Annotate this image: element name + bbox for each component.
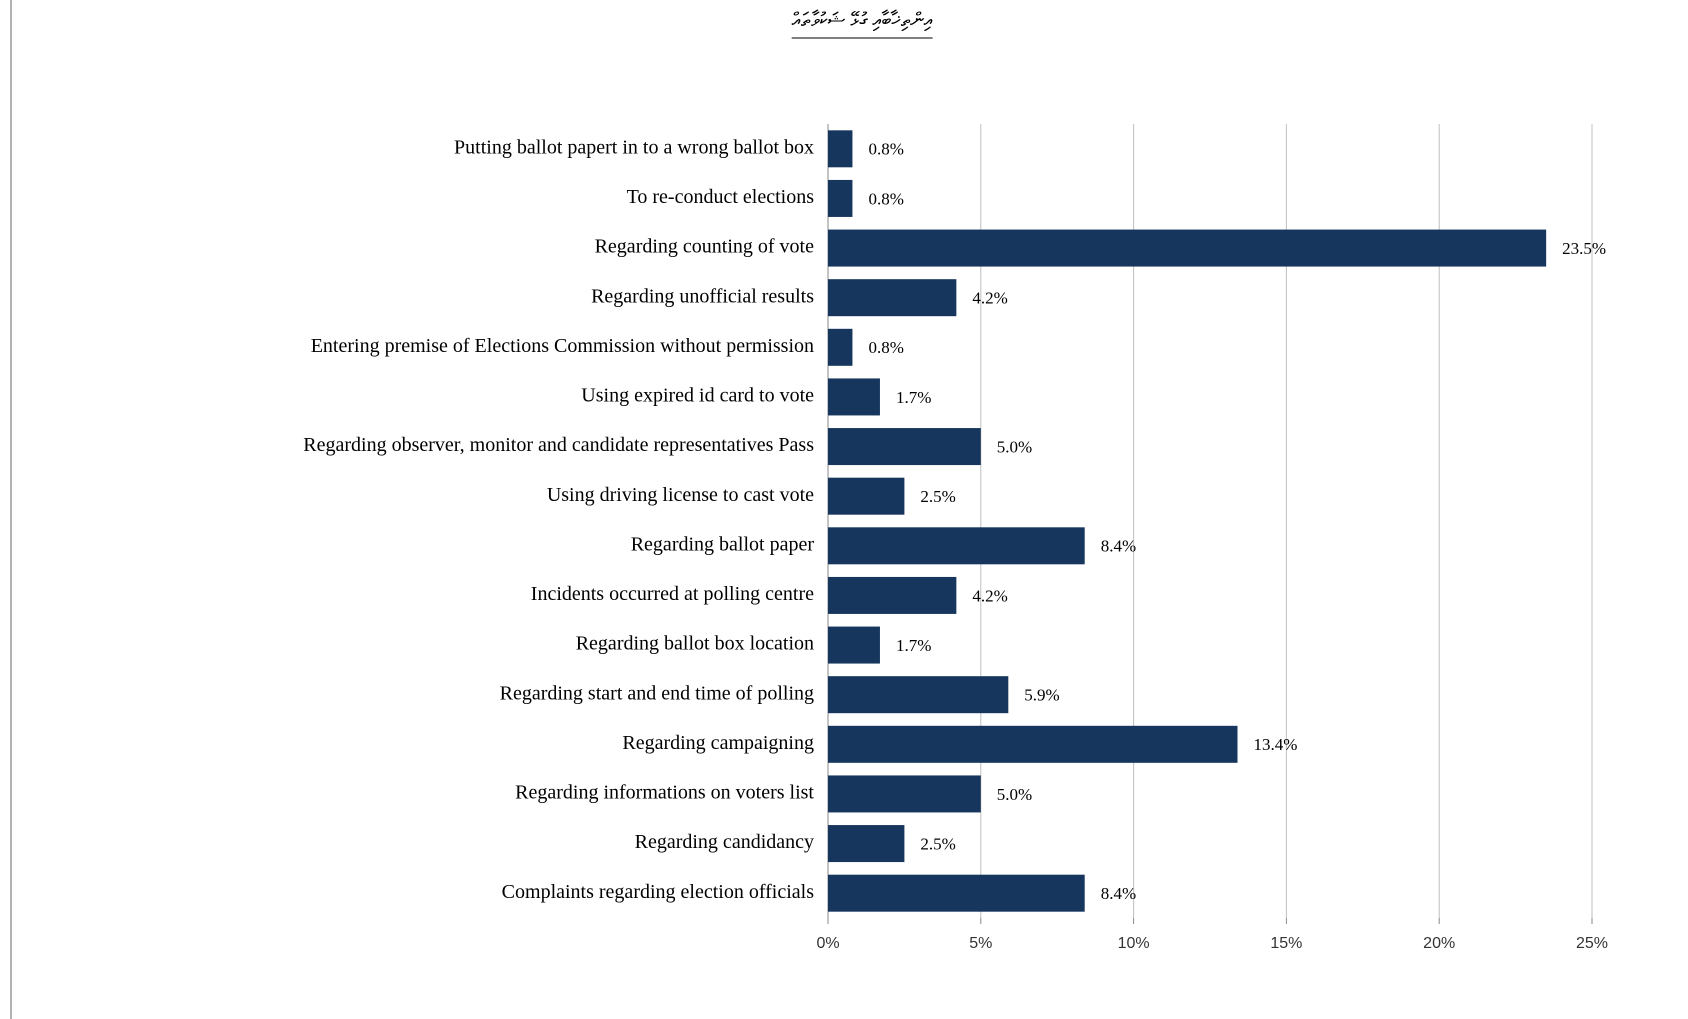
value-label: 13.4% xyxy=(1254,735,1298,754)
value-label: 2.5% xyxy=(920,487,955,506)
x-tick-label: 5% xyxy=(969,935,992,952)
y-tick-label: Using expired id card to vote xyxy=(581,385,814,407)
bar xyxy=(828,130,853,168)
value-label: 2.5% xyxy=(920,834,955,853)
value-label: 0.8% xyxy=(868,189,903,208)
bar xyxy=(828,676,1009,714)
bar xyxy=(828,279,957,317)
value-label: 5.0% xyxy=(997,437,1032,456)
y-tick-label: Entering premise of Elections Commission… xyxy=(311,335,814,357)
value-label: 23.5% xyxy=(1562,239,1606,258)
y-tick-label: Incidents occurred at polling centre xyxy=(531,583,814,605)
bar xyxy=(828,477,905,515)
bar xyxy=(828,775,981,813)
y-tick-label: Regarding ballot paper xyxy=(631,533,815,555)
x-tick-label: 20% xyxy=(1423,935,1455,952)
value-label: 1.7% xyxy=(896,636,931,655)
y-tick-label: Putting ballot papert in to a wrong ball… xyxy=(454,136,814,158)
value-label: 0.8% xyxy=(868,338,903,357)
bar xyxy=(828,725,1238,763)
x-tick-label: 25% xyxy=(1576,935,1608,952)
x-tick-label: 0% xyxy=(816,935,839,952)
bar xyxy=(828,626,880,664)
chart-title: އިންތިޚާބާއި ގުޅޭ ޝަކުވާތައް xyxy=(792,10,933,32)
y-tick-label: Regarding candidancy xyxy=(635,831,814,853)
value-label: 8.4% xyxy=(1101,884,1136,903)
y-tick-label: Regarding observer, monitor and candidat… xyxy=(303,434,814,456)
bar xyxy=(828,229,1547,267)
bar xyxy=(828,874,1085,912)
y-tick-label: To re-conduct elections xyxy=(627,186,815,208)
y-tick-label: Regarding unofficial results xyxy=(591,285,814,307)
y-tick-label: Regarding informations on voters list xyxy=(515,782,814,804)
value-label: 4.2% xyxy=(972,289,1007,308)
value-label: 8.4% xyxy=(1101,537,1136,556)
y-tick-label: Complaints regarding election officials xyxy=(502,881,815,903)
bar xyxy=(828,179,853,217)
y-tick-label: Regarding counting of vote xyxy=(595,236,815,258)
y-tick-label: Regarding start and end time of polling xyxy=(500,682,814,704)
bar xyxy=(828,378,880,416)
value-label: 4.2% xyxy=(972,586,1007,605)
bar xyxy=(828,576,957,614)
bar xyxy=(828,527,1085,565)
x-tick-label: 10% xyxy=(1118,935,1150,952)
bar xyxy=(828,328,853,366)
value-label: 5.0% xyxy=(997,785,1032,804)
x-tick-label: 15% xyxy=(1270,935,1302,952)
y-tick-label: Using driving license to cast vote xyxy=(547,484,814,506)
y-tick-label: Regarding campaigning xyxy=(622,732,814,754)
value-label: 1.7% xyxy=(896,388,931,407)
bar xyxy=(828,825,905,863)
y-tick-label: Regarding ballot box location xyxy=(576,633,814,655)
value-label: 5.9% xyxy=(1024,686,1059,705)
value-label: 0.8% xyxy=(868,140,903,159)
bar xyxy=(828,428,981,466)
